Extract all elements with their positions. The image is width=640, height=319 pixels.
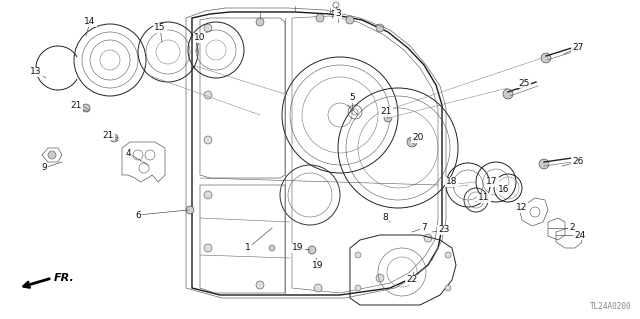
Circle shape: [316, 14, 324, 22]
Circle shape: [204, 244, 212, 252]
Circle shape: [445, 252, 451, 258]
Text: 21: 21: [102, 130, 114, 139]
Text: 8: 8: [382, 213, 388, 222]
Circle shape: [376, 274, 384, 282]
Circle shape: [541, 53, 551, 63]
Circle shape: [204, 91, 212, 99]
Circle shape: [256, 18, 264, 26]
Text: TL24A0200: TL24A0200: [590, 302, 632, 311]
Text: 2: 2: [569, 224, 575, 233]
Circle shape: [346, 16, 354, 24]
Text: 19: 19: [292, 243, 304, 253]
Circle shape: [355, 252, 361, 258]
Circle shape: [204, 24, 212, 32]
Circle shape: [204, 191, 212, 199]
Text: 1: 1: [245, 243, 251, 253]
Text: 9: 9: [41, 164, 47, 173]
Circle shape: [314, 284, 322, 292]
Text: 4: 4: [125, 149, 131, 158]
Circle shape: [82, 104, 90, 112]
Circle shape: [204, 136, 212, 144]
Circle shape: [308, 246, 316, 254]
Circle shape: [424, 234, 432, 242]
Text: FR.: FR.: [54, 273, 75, 283]
Text: 21: 21: [380, 108, 392, 116]
Circle shape: [355, 285, 361, 291]
Text: 26: 26: [572, 158, 584, 167]
Text: 25: 25: [518, 78, 530, 87]
Text: 19: 19: [312, 261, 324, 270]
Text: 10: 10: [195, 33, 205, 42]
Circle shape: [269, 245, 275, 251]
Text: 14: 14: [84, 18, 96, 26]
Text: 6: 6: [135, 211, 141, 219]
Text: 13: 13: [30, 68, 42, 77]
Text: 21: 21: [70, 101, 82, 110]
Text: 7: 7: [421, 224, 427, 233]
Text: 24: 24: [574, 231, 586, 240]
Circle shape: [186, 206, 194, 214]
Circle shape: [110, 134, 118, 142]
Text: 12: 12: [516, 204, 528, 212]
Text: 16: 16: [499, 186, 509, 195]
Text: 27: 27: [572, 43, 584, 53]
Text: 18: 18: [446, 177, 458, 187]
Text: 15: 15: [154, 24, 166, 33]
Text: 3: 3: [335, 10, 341, 19]
Circle shape: [445, 285, 451, 291]
Text: 23: 23: [438, 226, 450, 234]
Text: 11: 11: [478, 194, 490, 203]
Circle shape: [384, 114, 392, 122]
Text: 17: 17: [486, 177, 498, 187]
Text: 20: 20: [412, 133, 424, 143]
Circle shape: [376, 24, 384, 32]
Circle shape: [407, 137, 417, 147]
Circle shape: [539, 159, 549, 169]
Text: 5: 5: [349, 93, 355, 102]
Circle shape: [503, 89, 513, 99]
Text: 22: 22: [406, 276, 418, 285]
Circle shape: [48, 151, 56, 159]
Circle shape: [256, 281, 264, 289]
